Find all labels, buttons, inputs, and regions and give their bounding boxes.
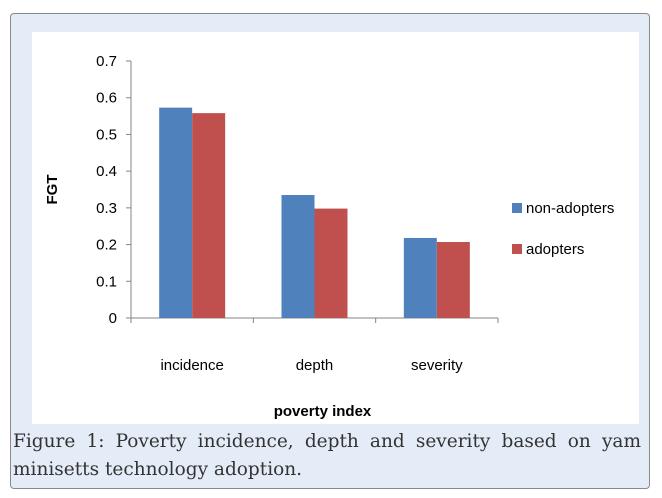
bar-adopters-severity: [436, 242, 470, 318]
y-tick-label: 0: [109, 310, 117, 327]
y-tick-label: 0.5: [96, 126, 117, 143]
bar-adopters-depth: [314, 208, 348, 318]
legend-swatch-adopters: [512, 244, 522, 254]
bar-non-adopters-incidence: [159, 107, 193, 319]
y-tick-label: 0.3: [96, 200, 117, 217]
figure-caption: Figure 1: Poverty incidence, depth and s…: [13, 431, 641, 480]
figure-frame: 0 0.1 0.2 0.3 0.4 0.5 0.6 0.7 incidence depth seve…: [10, 13, 650, 489]
y-tick-label: 0.2: [96, 237, 117, 254]
y-axis-title: FGT: [44, 175, 61, 205]
bar-non-adopters-depth: [281, 195, 315, 318]
legend-label-non-adopters: non-adopters: [526, 200, 614, 217]
bar-non-adopters-severity: [403, 237, 437, 318]
x-tick-label: incidence: [160, 357, 223, 374]
y-tick-label: 0.7: [96, 53, 117, 70]
x-axis-title: poverty index: [274, 403, 372, 420]
legend-label-adopters: adopters: [526, 241, 584, 258]
bar-adopters-incidence: [192, 113, 226, 319]
chart-area: 0 0.1 0.2 0.3 0.4 0.5 0.6 0.7 incidence depth seve…: [32, 32, 639, 424]
bar-chart: 0 0.1 0.2 0.3 0.4 0.5 0.6 0.7 incidence depth seve…: [44, 53, 614, 420]
y-tick-label: 0.6: [96, 90, 117, 107]
x-tick-label: depth: [296, 357, 334, 374]
legend-swatch-non-adopters: [512, 203, 522, 213]
x-tick-label: severity: [411, 357, 463, 374]
y-tick-label: 0.1: [96, 273, 117, 290]
y-tick-label: 0.4: [96, 163, 117, 180]
